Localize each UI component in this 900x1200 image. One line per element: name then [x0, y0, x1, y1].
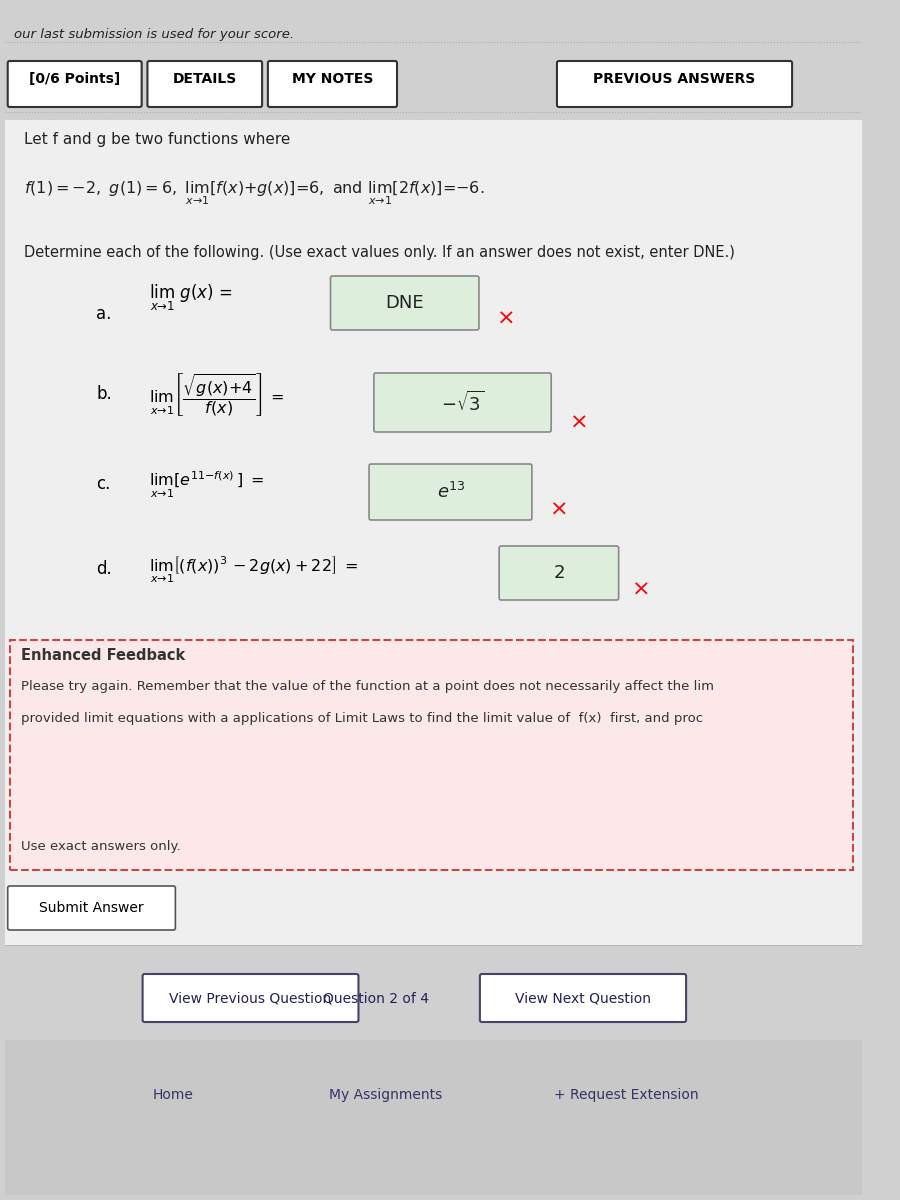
Text: DETAILS: DETAILS	[173, 72, 238, 86]
FancyBboxPatch shape	[480, 974, 686, 1022]
FancyBboxPatch shape	[142, 974, 358, 1022]
Text: $-\sqrt{3}$: $-\sqrt{3}$	[441, 390, 484, 414]
FancyBboxPatch shape	[10, 640, 853, 870]
Text: $\times$: $\times$	[549, 499, 567, 518]
Text: + Request Extension: + Request Extension	[554, 1088, 698, 1102]
Text: $e^{13}$: $e^{13}$	[436, 482, 465, 502]
Text: b.: b.	[96, 385, 112, 403]
Text: 2: 2	[554, 564, 564, 582]
FancyBboxPatch shape	[330, 276, 479, 330]
Text: Home: Home	[153, 1088, 194, 1102]
Text: PREVIOUS ANSWERS: PREVIOUS ANSWERS	[593, 72, 756, 86]
FancyBboxPatch shape	[148, 61, 262, 107]
Text: $\times$: $\times$	[496, 308, 514, 328]
FancyBboxPatch shape	[557, 61, 792, 107]
FancyBboxPatch shape	[4, 120, 862, 946]
Text: d.: d.	[96, 560, 112, 578]
Text: our last submission is used for your score.: our last submission is used for your sco…	[14, 28, 294, 41]
Text: View Next Question: View Next Question	[515, 991, 651, 1006]
Text: [0/6 Points]: [0/6 Points]	[29, 72, 120, 86]
Text: $\times$: $\times$	[569, 412, 586, 432]
FancyBboxPatch shape	[4, 1040, 862, 1195]
Text: $\lim_{x \to 1}\left[e^{11-f(x)}\right]\ =$: $\lim_{x \to 1}\left[e^{11-f(x)}\right]\…	[149, 470, 265, 500]
FancyBboxPatch shape	[8, 886, 176, 930]
FancyBboxPatch shape	[374, 373, 551, 432]
FancyBboxPatch shape	[268, 61, 397, 107]
Text: DNE: DNE	[385, 294, 424, 312]
Text: $\lim_{x \to 1}\ g(x)\ =$: $\lim_{x \to 1}\ g(x)\ =$	[149, 283, 233, 313]
Text: Submit Answer: Submit Answer	[40, 901, 144, 914]
Text: a.: a.	[96, 305, 112, 323]
FancyBboxPatch shape	[369, 464, 532, 520]
Text: Please try again. Remember that the value of the function at a point does not ne: Please try again. Remember that the valu…	[22, 680, 715, 692]
FancyBboxPatch shape	[8, 61, 141, 107]
Text: provided limit equations with a applications of Limit Laws to find the limit val: provided limit equations with a applicat…	[22, 712, 703, 725]
FancyBboxPatch shape	[500, 546, 618, 600]
Text: $\lim_{x \to 1}\left[\left(f(x)\right)^3 - 2g(x)+22\right]\ =$: $\lim_{x \to 1}\left[\left(f(x)\right)^3…	[149, 554, 359, 586]
Text: $f(1){=}{-}2,\ g(1){=}6,\ \lim_{x \to 1}\left[f(x){+}g(x)\right]{=}6,\ \mathrm{a: $f(1){=}{-}2,\ g(1){=}6,\ \lim_{x \to 1}…	[24, 180, 484, 208]
Text: View Previous Question: View Previous Question	[169, 991, 332, 1006]
Text: Question 2 of 4: Question 2 of 4	[323, 991, 428, 1006]
Text: $\times$: $\times$	[631, 578, 649, 599]
Text: Determine each of the following. (Use exact values only. If an answer does not e: Determine each of the following. (Use ex…	[24, 245, 735, 260]
Text: My Assignments: My Assignments	[328, 1088, 442, 1102]
Text: Use exact answers only.: Use exact answers only.	[22, 840, 181, 853]
Text: MY NOTES: MY NOTES	[292, 72, 374, 86]
Text: c.: c.	[96, 475, 111, 493]
Text: $\lim_{x \to 1}\left[\dfrac{\sqrt{g(x)+4}}{f(x)}\right]\ =$: $\lim_{x \to 1}\left[\dfrac{\sqrt{g(x)+4…	[149, 372, 284, 419]
Text: Let f and g be two functions where: Let f and g be two functions where	[24, 132, 291, 146]
Text: Enhanced Feedback: Enhanced Feedback	[22, 648, 185, 662]
